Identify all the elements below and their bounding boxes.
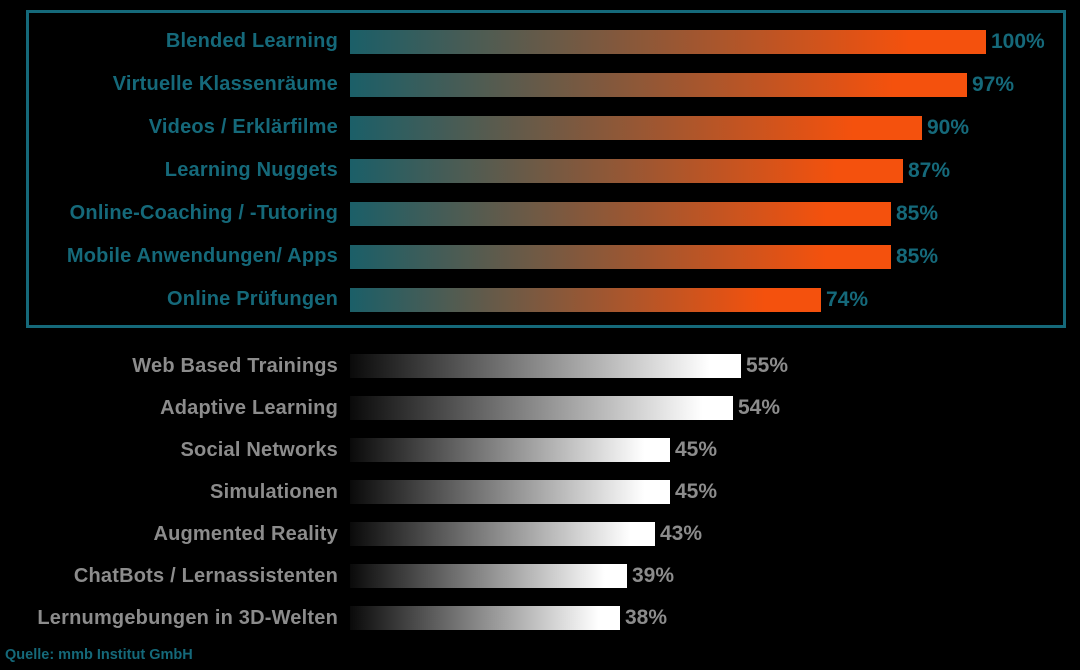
highlight-box bbox=[26, 10, 1066, 328]
top-bar-group: Blended Learning 100% Virtuelle Klassenräu… bbox=[0, 20, 1080, 321]
bar bbox=[350, 396, 733, 420]
bar-label: Virtuelle Klassenräume bbox=[112, 73, 338, 95]
bar-value: 87% bbox=[908, 158, 951, 182]
bar-row: Social Networks 45% bbox=[0, 429, 1080, 471]
bar bbox=[350, 438, 670, 462]
bar-value: 45% bbox=[675, 480, 718, 503]
source-caption: Quelle: mmb Institut GmbH bbox=[5, 647, 193, 663]
bar-label: Online-Coaching / -Tutoring bbox=[69, 202, 338, 224]
bar-row: Lernumgebungen in 3D-Welten 38% bbox=[0, 597, 1080, 639]
bar bbox=[350, 158, 903, 183]
bar-value: 85% bbox=[896, 201, 939, 225]
bar bbox=[350, 201, 891, 226]
bar bbox=[350, 522, 655, 546]
bar-row: Augmented Reality 43% bbox=[0, 513, 1080, 555]
bar-label: Online Prüfungen bbox=[167, 288, 338, 310]
bar-label: ChatBots / Lernassistenten bbox=[73, 564, 338, 587]
bar-value: 74% bbox=[826, 287, 869, 311]
bar bbox=[350, 72, 967, 97]
bar-value: 90% bbox=[927, 115, 970, 139]
bar bbox=[350, 115, 922, 140]
bar-label: Web Based Trainings bbox=[132, 354, 338, 377]
bar-value: 97% bbox=[972, 72, 1015, 96]
bar-row: Adaptive Learning 54% bbox=[0, 387, 1080, 429]
bar bbox=[350, 480, 670, 504]
bar-label: Augmented Reality bbox=[153, 522, 338, 545]
bar-label: Lernumgebungen in 3D-Welten bbox=[37, 606, 338, 629]
bar-label: Blended Learning bbox=[165, 30, 338, 52]
bar-row: Blended Learning 100% bbox=[0, 20, 1080, 63]
bottom-bar-group: Web Based Trainings 55% Adaptive Learning 5… bbox=[0, 345, 1080, 639]
bar-row: Mobile Anwendungen/ Apps 85% bbox=[0, 235, 1080, 278]
bar-row: Videos / Erklärfilme 90% bbox=[0, 106, 1080, 149]
bar-value: 54% bbox=[738, 396, 781, 419]
bar-row: Web Based Trainings 55% bbox=[0, 345, 1080, 387]
bar-row: Learning Nuggets 87% bbox=[0, 149, 1080, 192]
bar-label: Social Networks bbox=[180, 438, 338, 461]
bar-value: 43% bbox=[660, 522, 703, 545]
bar-row: Online Prüfungen 74% bbox=[0, 278, 1080, 321]
bar-label: Simulationen bbox=[210, 480, 338, 503]
bar-label: Learning Nuggets bbox=[164, 159, 338, 181]
bar bbox=[350, 244, 891, 269]
bar bbox=[350, 564, 627, 588]
bar-row: Online-Coaching / -Tutoring 85% bbox=[0, 192, 1080, 235]
bar-row: Virtuelle Klassenräume 97% bbox=[0, 63, 1080, 106]
bar-label: Videos / Erklärfilme bbox=[148, 116, 338, 138]
bar-value: 55% bbox=[746, 354, 789, 377]
bar-value: 85% bbox=[896, 244, 939, 268]
bar-value: 45% bbox=[675, 438, 718, 461]
bar-row: Simulationen 45% bbox=[0, 471, 1080, 513]
bar bbox=[350, 354, 741, 378]
bar bbox=[350, 606, 620, 630]
bar-value: 38% bbox=[625, 606, 668, 629]
bar bbox=[350, 29, 986, 54]
bar-value: 39% bbox=[632, 564, 675, 587]
bar-label: Adaptive Learning bbox=[160, 396, 338, 419]
bar bbox=[350, 287, 821, 312]
bar-row: ChatBots / Lernassistenten 39% bbox=[0, 555, 1080, 597]
bar-value: 100% bbox=[991, 29, 1045, 53]
bar-label: Mobile Anwendungen/ Apps bbox=[66, 245, 338, 267]
